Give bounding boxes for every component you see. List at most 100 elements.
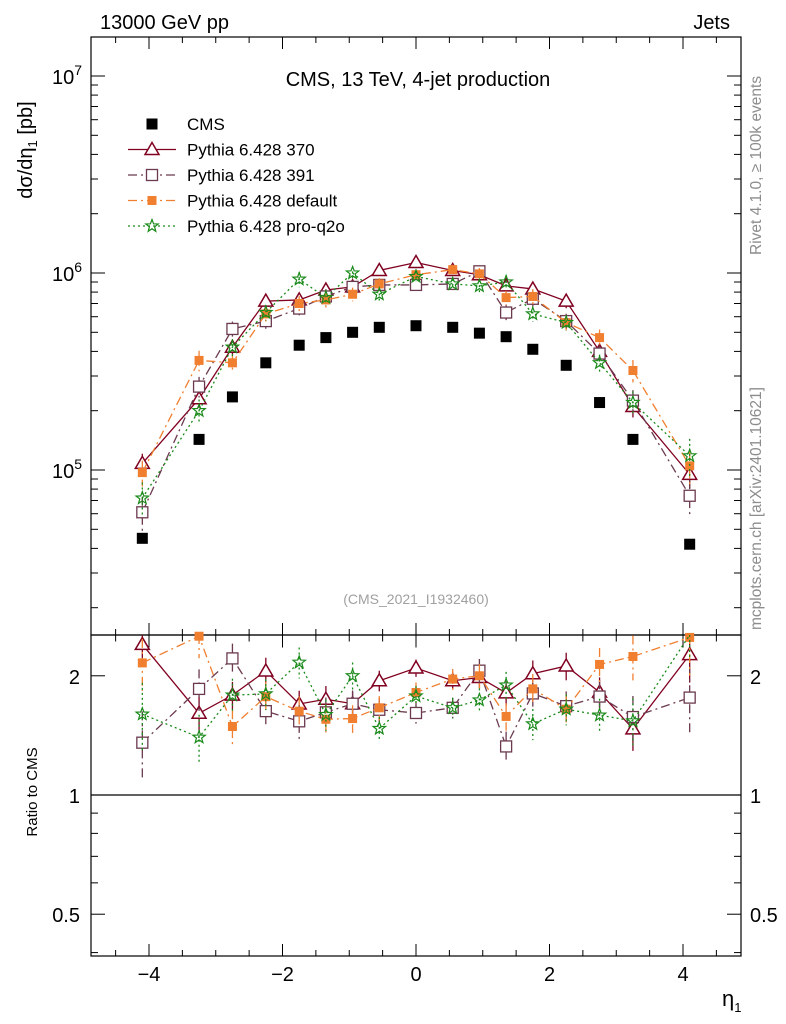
main-point [471, 277, 488, 293]
main-point [594, 397, 606, 409]
main-point [558, 314, 575, 330]
main-point [561, 318, 571, 328]
main-point [226, 322, 239, 336]
main-point [557, 292, 575, 307]
x-tick-label: −4 [138, 964, 161, 986]
ratio-series [134, 631, 698, 782]
main-point [344, 264, 361, 280]
ratio-point [227, 721, 237, 731]
main-point [524, 305, 541, 321]
main-point [628, 365, 638, 375]
main-series-0 [136, 320, 696, 550]
main-point [474, 269, 484, 279]
main-point [560, 359, 572, 371]
main-point [370, 261, 388, 277]
ratio-point [561, 704, 571, 714]
legend-entry-1: Pythia 6.428 370 [128, 141, 315, 160]
main-point [136, 532, 148, 544]
main-point [294, 299, 304, 309]
main-point [408, 268, 424, 284]
ratio-point [685, 632, 695, 642]
ratio-point [498, 676, 514, 692]
ratio-y-tick-label: 2 [750, 667, 761, 689]
main-point [591, 354, 608, 370]
main-point [501, 293, 511, 303]
main-point [320, 332, 332, 344]
main-point [293, 339, 305, 351]
main-point [373, 321, 385, 333]
main-point [681, 447, 698, 463]
ratio-y-tick-label: 0.5 [52, 905, 80, 927]
ratio-y-axis-label: Ratio to CMS [24, 747, 41, 836]
ratio-point [224, 686, 241, 702]
ratio-point [683, 691, 696, 704]
ratio-point [257, 662, 275, 677]
ratio-point [192, 682, 206, 696]
ratio-point [501, 711, 511, 721]
main-series-line [141, 272, 691, 499]
main-point [528, 291, 538, 301]
main-point [447, 321, 459, 333]
x-tick-label: 0 [410, 964, 421, 986]
legend-marker [144, 217, 160, 233]
ratio-point [499, 740, 513, 753]
ratio-point [344, 667, 361, 683]
ratio-point [194, 631, 204, 641]
x-axis-label: η1 [722, 986, 741, 1015]
ratio-point [628, 651, 638, 661]
main-point [448, 265, 458, 275]
ratio-series-4 [134, 634, 691, 764]
x-tick-label: 4 [677, 964, 688, 986]
main-point [498, 273, 514, 289]
analysis-tag: (CMS_2021_I1932460) [343, 591, 489, 607]
mcplots-label: mcplots.cern.ch [arXiv:2401.10621] [748, 387, 765, 630]
ratio-point [407, 659, 425, 674]
main-point [627, 433, 639, 445]
ratio-point [626, 710, 640, 724]
ratio-point [448, 674, 458, 684]
main-point [137, 468, 147, 478]
main-series-4 [134, 264, 698, 518]
svg-text:dσ/dη1 [pb]: dσ/dη1 [pb] [15, 101, 40, 198]
svg-text:η1: η1 [722, 986, 741, 1015]
legend-entry-4: Pythia 6.428 pro-q2o [128, 217, 345, 236]
main-point [260, 357, 272, 369]
rivet-label: Rivet 4.1.0, ≥ 100k events [748, 76, 765, 255]
main-point [190, 390, 208, 405]
y-axis-label: dσ/dη1 [pb] [15, 101, 40, 198]
ratio-point [474, 671, 484, 681]
chart-title: CMS, 13 TeV, 4-jet production [286, 69, 551, 91]
main-point [444, 275, 461, 291]
ratio-point [371, 720, 388, 736]
legend-entry-0: CMS [146, 115, 225, 134]
main-point [374, 279, 384, 289]
main-point [348, 289, 358, 299]
ratio-point [595, 659, 605, 669]
main-series-line [141, 261, 691, 475]
ratio-point [591, 706, 608, 722]
ratio-point [190, 704, 208, 720]
main-point [227, 358, 237, 368]
main-point [224, 338, 241, 354]
ratio-point [321, 714, 331, 724]
ratio-point [226, 652, 239, 665]
ratio-series-line [142, 634, 691, 739]
main-point [500, 331, 512, 343]
ratio-point [471, 691, 488, 707]
y-tick-label: 105 [52, 456, 82, 483]
legend-label: Pythia 6.428 default [187, 192, 338, 211]
ratio-point [409, 706, 423, 720]
main-point [257, 304, 274, 320]
main-point [625, 394, 641, 410]
main-point [261, 309, 271, 319]
legend-label: Pythia 6.428 pro-q2o [187, 217, 345, 236]
ratio-y-tick-label: 1 [750, 786, 761, 808]
main-point [226, 391, 238, 403]
main-point [473, 327, 485, 339]
main-point [410, 320, 422, 332]
ratio-point [257, 685, 274, 701]
ratio-point [528, 684, 538, 694]
header-left: 13000 GeV pp [100, 12, 229, 34]
main-point [595, 333, 605, 343]
header-right: Jets [693, 12, 730, 34]
